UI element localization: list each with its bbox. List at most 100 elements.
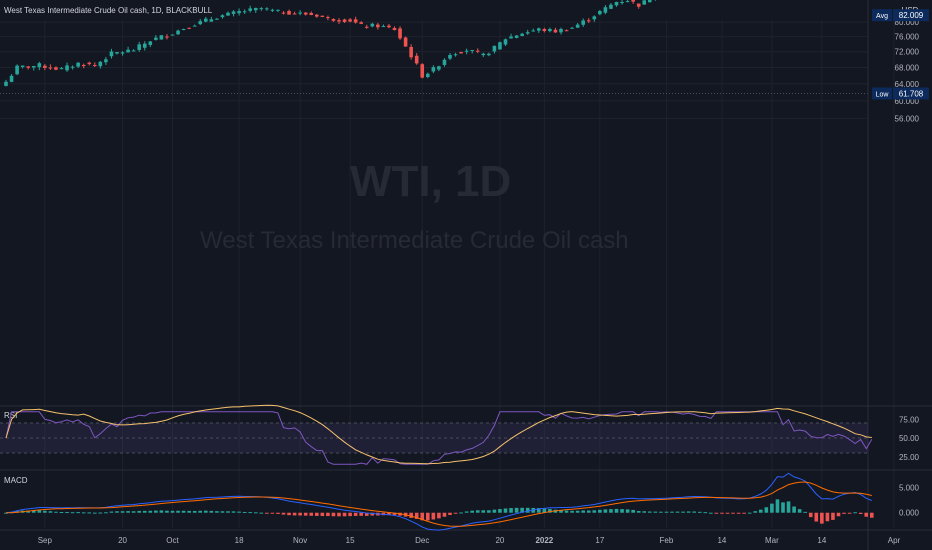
candle-body[interactable] [387, 25, 391, 28]
candle-body[interactable] [614, 1, 619, 6]
candle-body[interactable] [142, 43, 147, 48]
candle-body[interactable] [564, 30, 569, 32]
candle-body[interactable] [281, 12, 286, 14]
candle-body[interactable] [503, 39, 508, 45]
candle-body[interactable] [298, 12, 302, 14]
candle-body[interactable] [631, 0, 635, 2]
candle-body[interactable] [131, 50, 136, 52]
candle-body[interactable] [448, 54, 452, 59]
candle-body[interactable] [287, 10, 291, 15]
candle-body[interactable] [109, 51, 114, 57]
candle-body[interactable] [320, 15, 325, 17]
candle-body[interactable] [137, 44, 141, 50]
candle-body[interactable] [226, 12, 230, 16]
candle-body[interactable] [403, 37, 408, 47]
candle-body[interactable] [481, 53, 486, 56]
candle-body[interactable] [326, 17, 330, 19]
candle-body[interactable] [115, 52, 119, 54]
candle-body[interactable] [126, 49, 130, 53]
candle-body[interactable] [381, 26, 386, 28]
candle-body[interactable] [359, 22, 363, 24]
candle-body[interactable] [636, 3, 641, 7]
candle-body[interactable] [376, 24, 380, 28]
candle-body[interactable] [176, 30, 180, 35]
candle-body[interactable] [248, 8, 252, 11]
candle-body[interactable] [59, 68, 64, 70]
candle-body[interactable] [237, 11, 241, 14]
candle-body[interactable] [65, 65, 69, 71]
candle-body[interactable] [542, 29, 547, 32]
candle-body[interactable] [592, 16, 597, 20]
candle-body[interactable] [420, 64, 425, 78]
candle-body[interactable] [509, 36, 513, 39]
candle-body[interactable] [520, 33, 524, 36]
candle-body[interactable] [426, 73, 430, 78]
candle-body[interactable] [531, 30, 536, 32]
candle-body[interactable] [54, 67, 58, 70]
candle-body[interactable] [154, 37, 158, 40]
candle-body[interactable] [76, 62, 80, 67]
candle-body[interactable] [525, 32, 530, 34]
candle-body[interactable] [459, 52, 463, 54]
candle-body[interactable] [87, 62, 92, 65]
candle-body[interactable] [209, 19, 214, 22]
candle-body[interactable] [586, 20, 591, 22]
candle-body[interactable] [648, 0, 652, 3]
candle-body[interactable] [104, 59, 108, 63]
candle-body[interactable] [620, 1, 624, 4]
candle-body[interactable] [342, 19, 347, 23]
candle-body[interactable] [331, 18, 336, 21]
candle-body[interactable] [642, 0, 647, 5]
candle-body[interactable] [81, 64, 86, 67]
candle-body[interactable] [487, 53, 491, 56]
candle-body[interactable] [492, 45, 497, 52]
candle-body[interactable] [31, 66, 36, 68]
candle-body[interactable] [276, 9, 280, 11]
candle-body[interactable] [609, 4, 613, 9]
candle-body[interactable] [98, 61, 103, 67]
candle-body[interactable] [265, 8, 269, 10]
candle-body[interactable] [93, 64, 97, 66]
candle-body[interactable] [220, 15, 225, 18]
candle-body[interactable] [537, 28, 541, 31]
candle-body[interactable] [259, 8, 264, 10]
candle-body[interactable] [370, 23, 375, 27]
candle-body[interactable] [353, 19, 358, 23]
candle-body[interactable] [625, 1, 630, 3]
candle-body[interactable] [43, 65, 47, 68]
candle-body[interactable] [575, 24, 580, 28]
candle-body[interactable] [603, 7, 608, 13]
candle-body[interactable] [581, 20, 585, 25]
candle-body[interactable] [170, 34, 175, 36]
candle-body[interactable] [165, 36, 169, 38]
candle-body[interactable] [392, 27, 397, 31]
candle-body[interactable] [159, 35, 164, 40]
candle-body[interactable] [4, 81, 8, 86]
candle-body[interactable] [364, 26, 369, 28]
candle-body[interactable] [337, 20, 341, 22]
candle-body[interactable] [26, 66, 30, 68]
candle-body[interactable] [598, 11, 602, 15]
candle-body[interactable] [464, 50, 469, 52]
candle-body[interactable] [192, 25, 197, 27]
candle-body[interactable] [187, 27, 191, 29]
candle-body[interactable] [303, 12, 308, 15]
candle-body[interactable] [198, 21, 203, 25]
candle-body[interactable] [548, 28, 552, 32]
candle-body[interactable] [498, 42, 502, 50]
candle-body[interactable] [231, 11, 236, 14]
candle-body[interactable] [398, 28, 402, 39]
candle-body[interactable] [204, 18, 208, 22]
candle-body[interactable] [120, 52, 125, 54]
candle-body[interactable] [37, 63, 42, 68]
candle-body[interactable] [253, 7, 258, 11]
candle-body[interactable] [181, 29, 186, 31]
candle-body[interactable] [475, 50, 480, 52]
candle-body[interactable] [414, 55, 419, 64]
candle-body[interactable] [348, 19, 352, 22]
candle-body[interactable] [148, 41, 153, 45]
candle-body[interactable] [559, 28, 563, 33]
candle-body[interactable] [514, 35, 519, 38]
candle-body[interactable] [470, 50, 474, 52]
